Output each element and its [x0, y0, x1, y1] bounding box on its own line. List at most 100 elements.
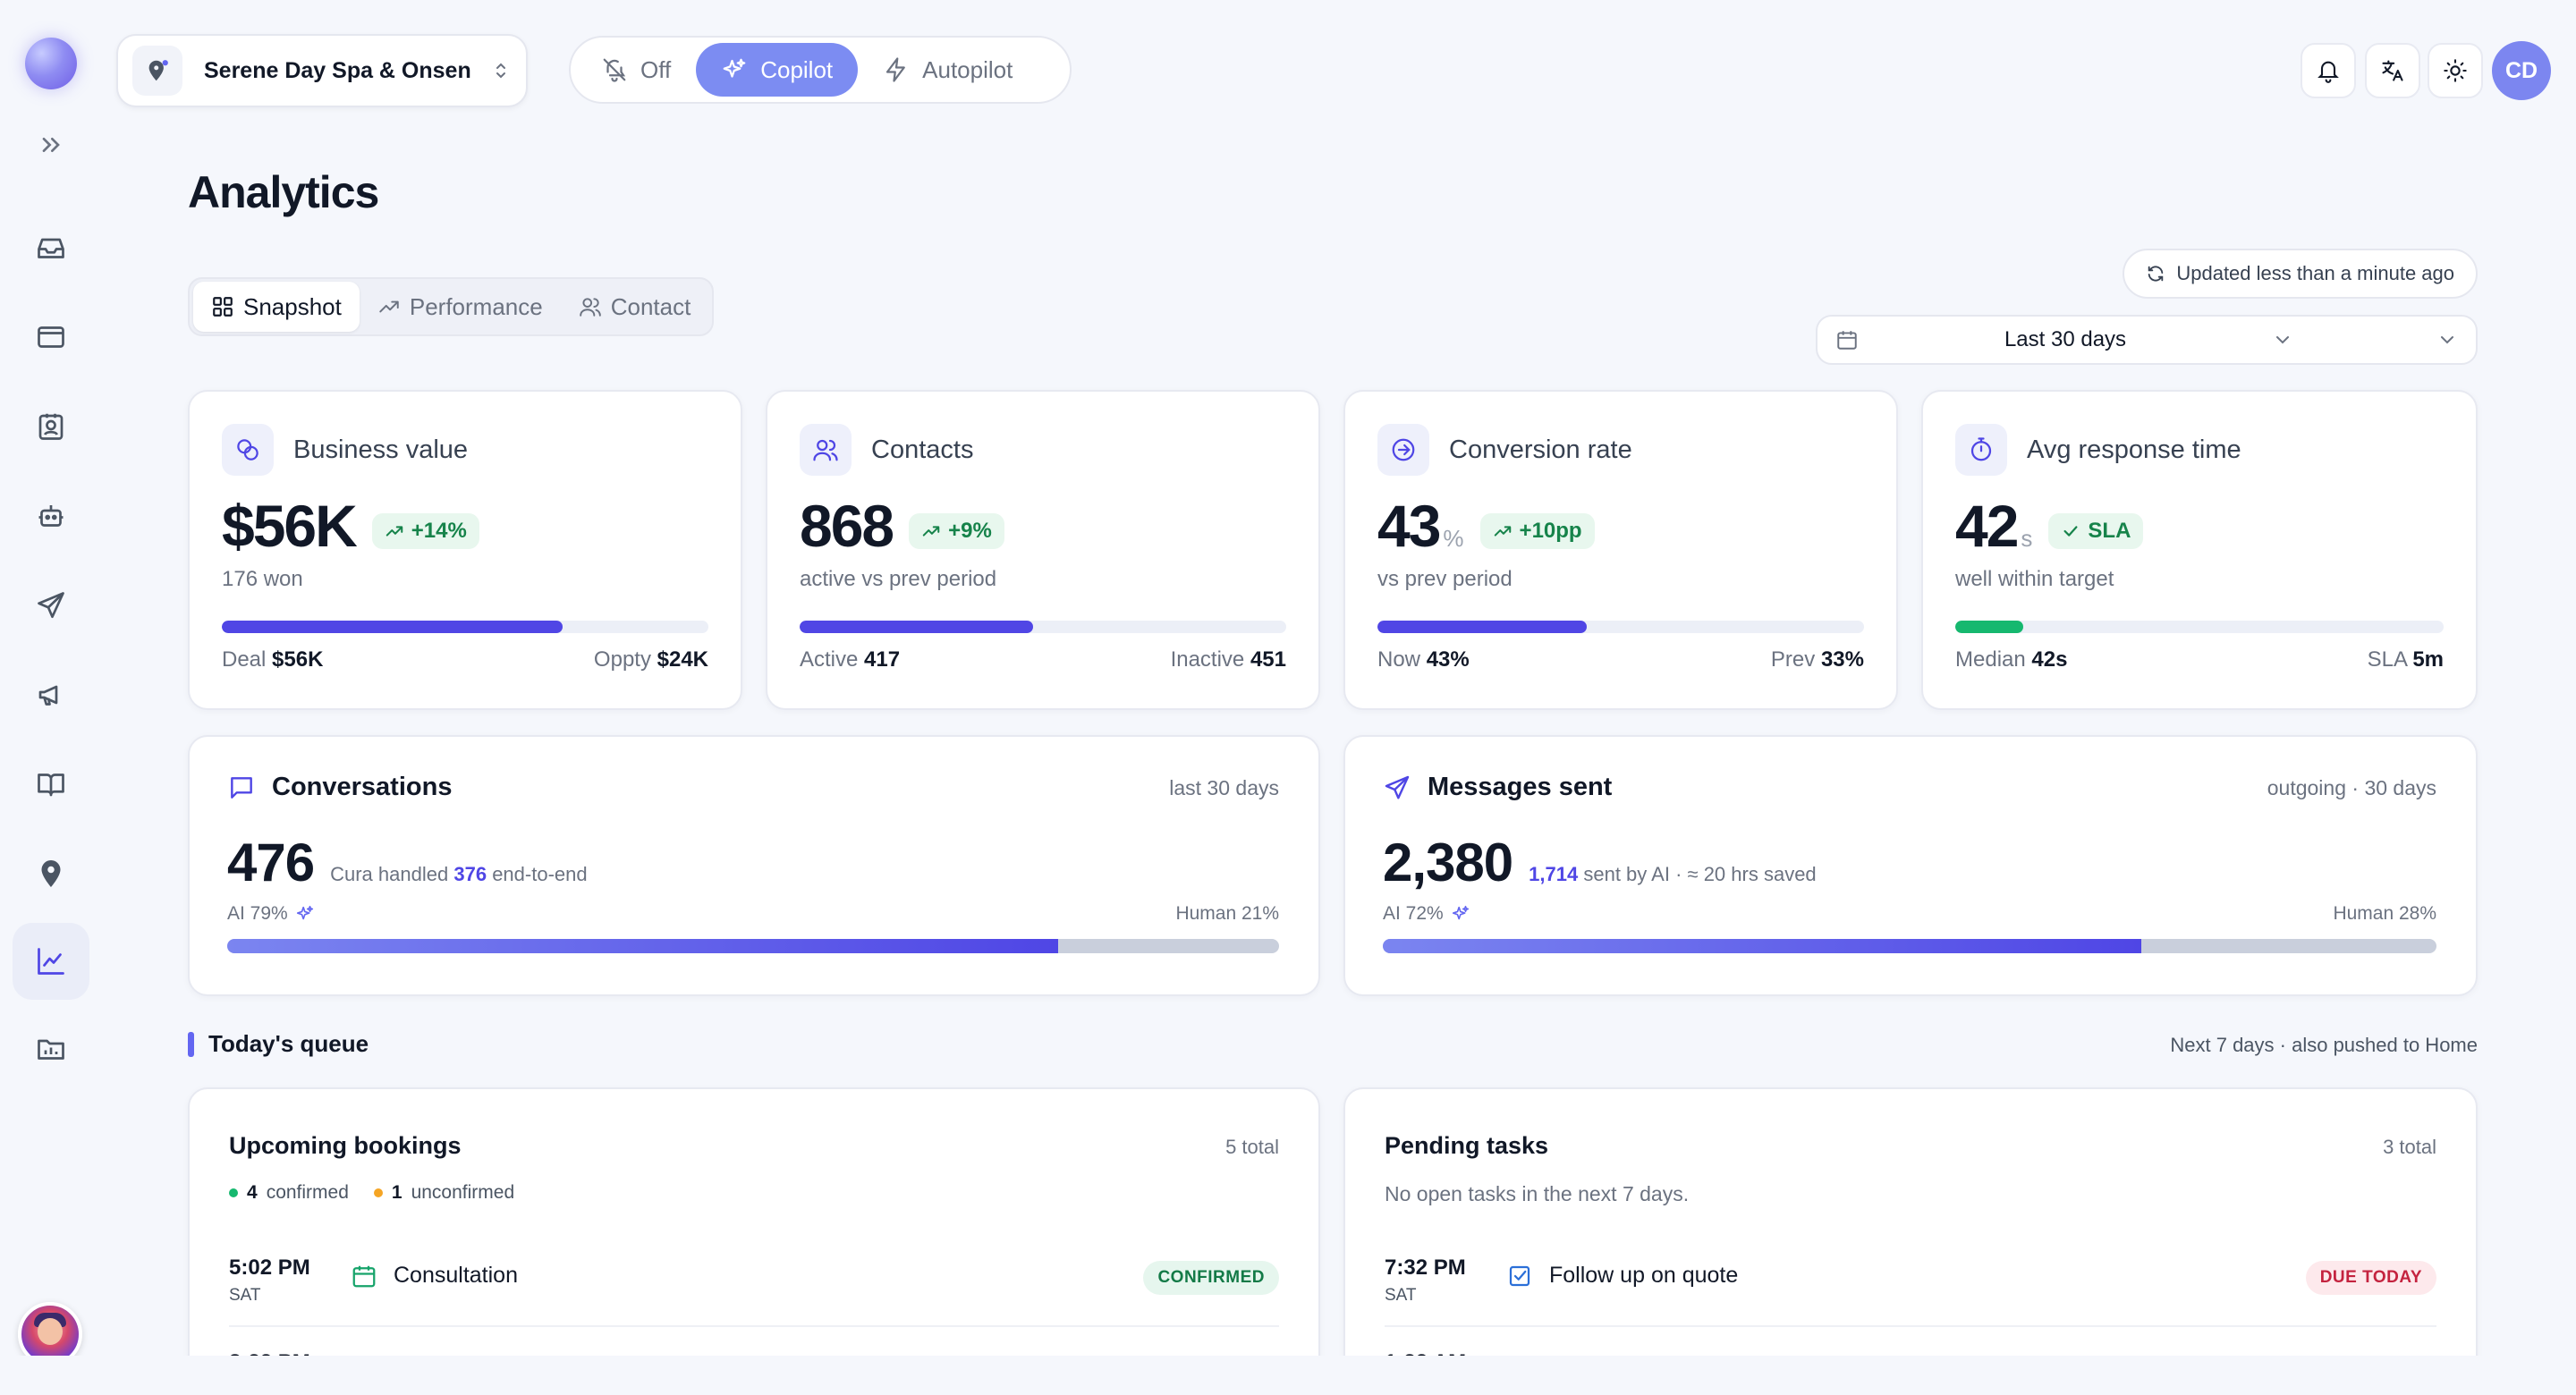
kpi-progress-bar	[800, 621, 1286, 633]
tab-snapshot[interactable]: Snapshot	[193, 282, 360, 332]
ai-share-label: AI 72%	[1383, 903, 1470, 925]
map-pin-icon	[41, 860, 61, 887]
book-icon	[38, 774, 64, 797]
booking-day: SAT	[229, 1286, 261, 1305]
line-chart-icon	[38, 948, 64, 975]
window-icon	[38, 326, 64, 348]
kpi-subtext: active vs prev period	[800, 567, 997, 591]
bell-icon	[2318, 61, 2339, 83]
kpi-card-conversion-rate[interactable]: Conversion rate 43 % +10pp vs prev perio…	[1343, 390, 1898, 710]
upcoming-bookings-card: Upcoming bookings 5 total 4 confirmed 1 un…	[188, 1087, 1320, 1395]
kpi-value: 868	[800, 493, 894, 559]
nav-campaigns[interactable]	[13, 656, 89, 733]
ai-human-split-bar	[1383, 939, 2436, 953]
kpi-progress-fill	[1955, 621, 2024, 633]
kpi-left-stat: Median 42s	[1955, 647, 2068, 672]
date-range-label: Last 30 days	[2004, 327, 2127, 351]
mode-copilot-button[interactable]: Copilot	[696, 43, 859, 97]
kpi-card-business-value[interactable]: Business value $56K +14% 176 won Deal $5…	[188, 390, 742, 710]
sidebar	[0, 0, 102, 1395]
unconfirmed-dot	[373, 1188, 383, 1197]
workspace-selector[interactable]: Serene Day Spa & Onsen	[116, 34, 528, 107]
kpi-progress-bar	[1377, 621, 1864, 633]
nav-reports[interactable]	[13, 1010, 89, 1087]
translate-icon	[2382, 60, 2403, 81]
calendar-icon	[1837, 331, 1857, 350]
kpi-unit: %	[1443, 525, 1464, 552]
sparkles-icon	[1452, 905, 1469, 920]
tab-contact[interactable]: Contact	[561, 282, 709, 332]
brand-logo[interactable]	[25, 38, 77, 89]
ai-human-split-bar	[227, 939, 1279, 953]
kpi-value: 43	[1377, 493, 1441, 559]
notifications-button[interactable]	[2301, 43, 2356, 98]
messages-note: 1,714 sent by AI · ≈ 20 hrs saved	[1529, 863, 1817, 885]
kpi-card-avg-response-time[interactable]: Avg response time 42 s SLA well within t…	[1921, 390, 2478, 710]
nav-inbox[interactable]	[13, 209, 89, 286]
nav-bots[interactable]	[13, 478, 89, 554]
kpi-label: Conversion rate	[1449, 435, 1632, 464]
automation-mode-toggle: Off Copilot Autopilot	[569, 36, 1072, 104]
messages-sent-card[interactable]: Messages sent outgoing · 30 days 2,380 1…	[1343, 735, 2478, 996]
kpi-left-stat: Now 43%	[1377, 647, 1470, 672]
confirmed-dot	[229, 1188, 238, 1197]
users-icon	[579, 298, 601, 317]
theme-toggle-button[interactable]	[2428, 43, 2483, 98]
messages-count: 2,380	[1383, 833, 1513, 892]
booking-row[interactable]: 5:02 PM SAT Consultation CONFIRMED	[229, 1238, 1279, 1327]
bookings-total: 5 total	[1225, 1136, 1279, 1158]
nav-locations[interactable]	[13, 835, 89, 912]
kpi-label: Avg response time	[2027, 435, 2241, 464]
conversations-title: Conversations	[272, 773, 453, 801]
message-square-icon	[231, 776, 252, 799]
workspace-icon	[132, 46, 182, 96]
kpi-right-stat: Oppty $24K	[593, 647, 708, 672]
nav-messages[interactable]	[13, 567, 89, 644]
expand-sidebar-icon[interactable]	[37, 131, 65, 159]
stopwatch-icon	[1955, 424, 2007, 476]
chevrons-up-down-icon	[496, 63, 505, 79]
trending-up-icon	[1494, 526, 1511, 537]
nav-knowledge[interactable]	[13, 746, 89, 823]
sparkles-icon	[723, 58, 746, 78]
delta-badge: +9%	[909, 513, 1004, 549]
checkbox-icon	[1509, 1265, 1530, 1287]
language-button[interactable]	[2365, 43, 2420, 98]
nav-contacts[interactable]	[13, 388, 89, 465]
contact-card-icon	[38, 413, 64, 440]
conversations-period: last 30 days	[1169, 776, 1279, 799]
task-row[interactable]: 7:32 PM SAT Follow up on quote DUE TODAY	[1385, 1238, 2436, 1327]
coins-icon	[222, 424, 274, 476]
tab-performance[interactable]: Performance	[360, 282, 561, 332]
account-avatar[interactable]: CD	[2492, 41, 2551, 100]
date-range-select[interactable]: Last 30 days	[1816, 315, 2478, 365]
mode-autopilot-button[interactable]: Autopilot	[858, 43, 1038, 97]
send-icon	[1385, 775, 1410, 799]
workspace-name: Serene Day Spa & Onsen	[204, 57, 471, 83]
kpi-card-contacts[interactable]: Contacts 868 +9% active vs prev period A…	[766, 390, 1320, 710]
bookings-title: Upcoming bookings	[229, 1132, 462, 1159]
messages-title: Messages sent	[1428, 773, 1613, 801]
users-icon	[800, 424, 852, 476]
refresh-status-button[interactable]: Updated less than a minute ago	[2123, 249, 2478, 299]
send-icon	[38, 592, 64, 619]
nav-analytics[interactable]	[13, 923, 89, 1000]
ai-share-fill	[227, 939, 1059, 953]
nav-browser[interactable]	[13, 299, 89, 376]
bell-off-icon	[603, 58, 626, 82]
grid-icon	[213, 297, 233, 317]
trending-up-icon	[386, 526, 403, 537]
kpi-left-stat: Active 417	[800, 647, 901, 672]
task-due-badge: DUE TODAY	[2305, 1261, 2436, 1295]
mode-off-button[interactable]: Off	[576, 43, 696, 97]
bookings-legend: 4 confirmed 1 unconfirmed	[229, 1182, 514, 1204]
inbox-icon	[38, 238, 64, 258]
kpi-subtext: vs prev period	[1377, 567, 1513, 591]
page-title: Analytics	[188, 167, 379, 217]
kpi-unit: s	[2021, 525, 2033, 552]
delta-badge: +10pp	[1479, 513, 1595, 549]
ai-share-fill	[1383, 939, 2142, 953]
messages-period: outgoing · 30 days	[2267, 776, 2436, 799]
conversations-card[interactable]: Conversations last 30 days 476 Cura hand…	[188, 735, 1320, 996]
booking-service: Consultation	[394, 1263, 518, 1288]
